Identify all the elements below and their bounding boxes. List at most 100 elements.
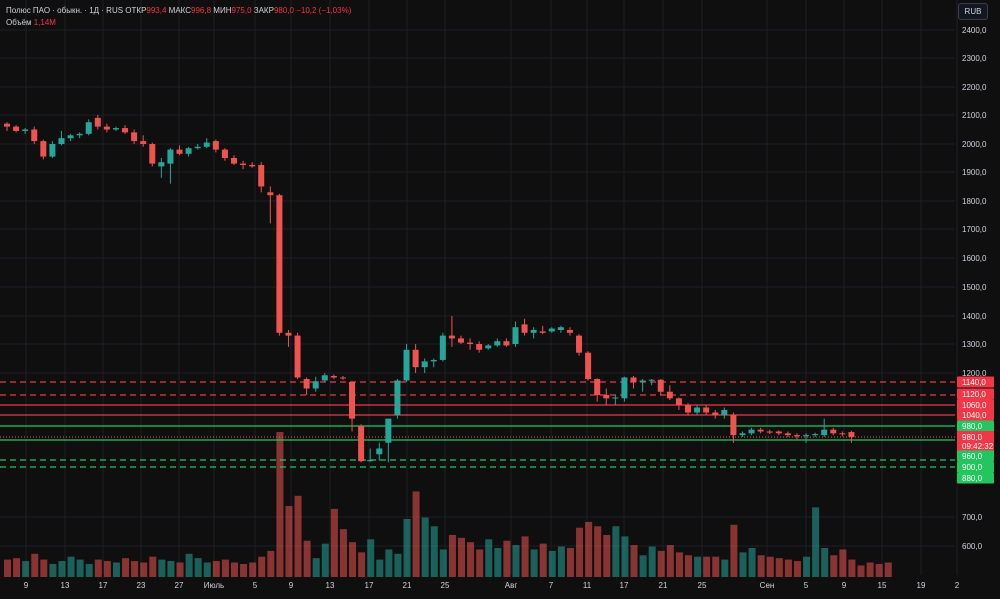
volume-bar [657,550,665,577]
candle-body [149,144,156,164]
candle-body [666,391,673,399]
resistance-tag-bg [957,388,994,400]
volume-bar [803,556,811,577]
volume-bar [594,526,602,577]
volume-bar [503,540,511,577]
volume-bar [866,562,874,577]
price-tick-label: 1200,0 [962,369,987,378]
candle-body [58,138,65,144]
current-time-tag: 09:42:32 [962,442,994,451]
level-tags: 1140,01120,01060,01040,0980,0980,009:42:… [957,376,994,484]
candle-body [167,149,174,164]
volume-bar [639,555,647,577]
candle-body [812,434,819,436]
volume-bar [448,534,456,577]
volume-bar [703,556,711,577]
volume-bar [13,558,21,577]
volume-bar [312,558,320,577]
volume-bar [103,561,111,577]
candle-body [821,429,828,436]
candle-body [621,377,628,399]
candle-body [703,407,710,413]
candle-body [249,165,256,167]
volume-bar [784,559,792,577]
candle-body [739,433,746,436]
volume-bar [376,559,384,577]
candle-body [748,429,755,434]
volume-label[interactable]: Объём [6,18,32,27]
volume-bar [321,543,329,577]
candle-body [67,135,74,139]
volume-bar [548,550,556,577]
candle-body [603,395,610,399]
volume-bar [793,561,801,577]
candle-body [830,429,837,434]
time-tick-label: 9 [289,581,294,590]
volume-tick-label: 600,0 [962,542,983,551]
candle-body [485,345,492,349]
price-axis[interactable]: 2400,0 2300,0 2200,0 2100,0 2000,0 1900,0 1800… [962,26,987,551]
price-tick-label: 1800,0 [962,197,987,206]
candle-body [730,415,737,436]
candle-body [85,122,92,134]
candle-body [394,380,401,415]
support-tag-bg [957,472,994,484]
candle-body [512,327,519,344]
support-tag-bg [957,461,994,473]
support-tag: 960,0 [962,452,983,461]
close-value: 980,0 [273,6,294,15]
volume-bar [839,549,847,577]
candle-body [312,381,319,389]
time-axis[interactable]: 9 13 17 23 27 Июль 5 9 13 17 21 25 Авг 7 11 17 21 25 Сен 5 9… [24,581,960,590]
change-value: −10,2 (−1,03%) [296,6,352,15]
candle-body [31,129,38,142]
resistance-tag-bg [957,409,994,421]
candle-body [576,335,583,353]
candle-body [793,435,800,437]
currency-button[interactable]: RUB [958,3,988,20]
time-tick-label: 9 [842,581,847,590]
resistance-tag: 1060,0 [962,401,987,410]
volume-bar [812,507,820,577]
price-tick-label: 1600,0 [962,254,987,263]
candle-body [412,349,419,368]
time-tick-label: 25 [441,581,450,590]
candle-body [131,132,138,142]
candle-body [194,146,201,149]
volume-bar [875,563,883,577]
support-tag: 980,0 [962,422,983,431]
candle-body [112,128,119,130]
volume-bar [621,536,629,577]
symbol-name[interactable]: Полюс ПАО · обыкн. · 1Д · RUS [6,6,124,15]
volume-bar [4,559,11,577]
volume-bar [512,545,520,577]
volume-bar [276,432,284,577]
volume-value: 1,14M [33,18,56,27]
volume-bar [131,561,139,577]
volume-bar [821,548,829,577]
volume-bar [231,562,238,577]
candle-body [712,412,719,415]
price-tick-label: 1700,0 [962,225,987,234]
candle-body [276,195,283,333]
time-tick-label: 13 [326,581,335,590]
candle-body [467,342,474,344]
volume-bar [730,524,738,577]
candles [4,115,855,463]
candle-body [503,341,510,346]
volume-bar [358,552,366,577]
volume-bars [4,432,892,577]
candle-body [285,332,292,336]
candle-body [321,375,328,381]
volume-bar [476,549,484,577]
time-tick-label: 15 [878,581,887,590]
price-tick-label: 1900,0 [962,168,987,177]
volume-bar [421,517,429,577]
volume-bar [648,546,656,577]
volume-bar [158,559,166,577]
volume-bar [848,559,856,577]
candle-body [122,128,129,133]
volume-bar [240,563,248,577]
